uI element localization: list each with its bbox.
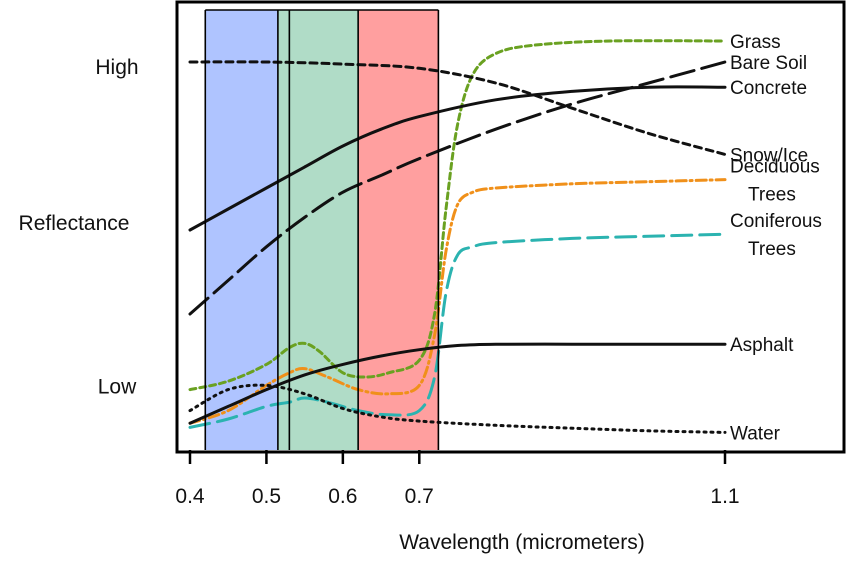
series-line-snow-ice [188,60,727,156]
series-label-water: Water [730,423,781,444]
series-line-bare-soil [188,60,727,316]
series-line-coniferous-trees [188,232,727,429]
series-label-bare-soil: Bare Soil [730,53,807,74]
plot-frame [175,0,846,454]
series-line-concrete [188,85,727,232]
wavelength-bands [205,10,439,450]
x-tick-label-1: 0.5 [252,485,281,508]
x-axis-ticks: 0.4 0.5 0.6 0.7 1.1 [175,450,740,508]
series-line-water [188,383,727,434]
series-label-deciduous-trees-2: Trees [748,185,796,206]
y-label-high: High [95,56,138,79]
series-label-grass: Grass [730,32,781,53]
y-label-low: Low [98,375,137,398]
series-label-coniferous-trees-1: Coniferous [730,211,822,232]
y-axis-title: Reflectance [19,212,130,235]
series-label-concrete: Concrete [730,78,807,99]
band-edges [204,9,440,450]
x-axis-title: Wavelength (micrometers) [399,531,644,554]
series-line-deciduous-trees [188,178,727,425]
series-label-coniferous-trees-2: Trees [748,239,796,260]
x-tick-label-0: 0.4 [175,485,205,508]
x-tick-label-3: 0.7 [405,485,434,508]
series-label-snow-ice: Snow/Ice [730,145,808,166]
y-axis-labels: High Low [95,56,138,398]
band-green [277,10,359,450]
series-label-asphalt: Asphalt [730,335,794,356]
band-red [358,10,439,450]
series-label-deciduous-trees-1: Deciduous [730,157,820,178]
x-tick-label-2: 0.6 [328,485,357,508]
series-line-asphalt [188,342,727,425]
x-tick-label-4: 1.1 [710,485,739,508]
